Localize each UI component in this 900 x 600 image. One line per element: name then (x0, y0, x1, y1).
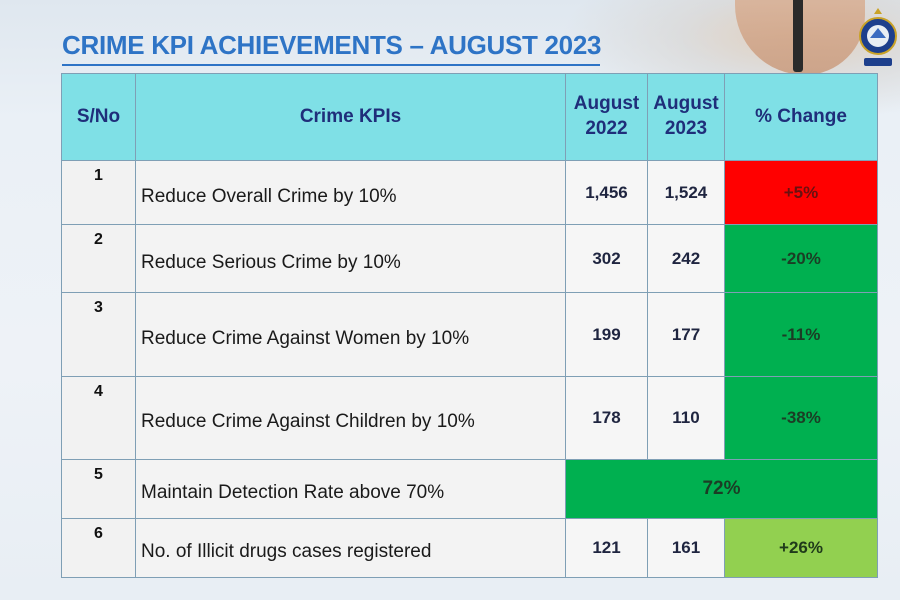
kpi-table: S/No Crime KPIs August 2022 August 2023 … (61, 73, 878, 578)
row-kpi: Reduce Serious Crime by 10% (135, 224, 566, 293)
row-sno: 6 (61, 518, 136, 578)
header-aug2022-year: 2022 (585, 118, 628, 139)
header-sno: S/No (61, 73, 136, 161)
row-change: +26% (724, 518, 878, 578)
row-aug2023: 1,524 (647, 160, 725, 225)
row-kpi: No. of Illicit drugs cases registered (135, 518, 566, 578)
row-change: -20% (724, 224, 878, 293)
row-kpi: Reduce Crime Against Women by 10% (135, 292, 566, 377)
row-kpi: Maintain Detection Rate above 70% (135, 459, 566, 519)
row-aug2023: 177 (647, 292, 725, 377)
row-aug2023: 242 (647, 224, 725, 293)
header-aug2023-year: 2023 (664, 118, 708, 139)
row-sno: 1 (61, 160, 136, 225)
row-aug2022: 302 (565, 224, 648, 293)
row-sno: 4 (61, 376, 136, 460)
row-aug2022: 121 (565, 518, 648, 578)
table-row: 5 Maintain Detection Rate above 70% 72% (61, 459, 878, 519)
row-sno: 2 (61, 224, 136, 293)
row-sno: 3 (61, 292, 136, 377)
police-emblem-icon (859, 8, 897, 66)
header-aug2022-month: August (573, 93, 640, 115)
row-kpi: Reduce Overall Crime by 10% (135, 160, 566, 225)
row-detection-rate-value: 72% (565, 459, 878, 519)
row-change: +5% (724, 160, 878, 225)
row-aug2022: 1,456 (565, 160, 648, 225)
table-row: 3 Reduce Crime Against Women by 10% 199 … (61, 292, 878, 377)
title-underline (62, 64, 600, 66)
header-aug2023: August 2023 (647, 73, 725, 161)
pen-decoration (793, 0, 803, 72)
row-change: -11% (724, 292, 878, 377)
header-change: % Change (724, 73, 878, 161)
page-title: CRIME KPI ACHIEVEMENTS – AUGUST 2023 (62, 30, 602, 60)
header-aug2023-month: August (653, 93, 719, 115)
table-row: 1 Reduce Overall Crime by 10% 1,456 1,52… (61, 160, 878, 225)
header-aug2022: August 2022 (565, 73, 648, 161)
table-row: 2 Reduce Serious Crime by 10% 302 242 -2… (61, 224, 878, 293)
row-sno: 5 (61, 459, 136, 519)
row-kpi: Reduce Crime Against Children by 10% (135, 376, 566, 460)
row-aug2022: 199 (565, 292, 648, 377)
header-kpi: Crime KPIs (135, 73, 566, 161)
row-aug2023: 110 (647, 376, 725, 460)
table-header-row: S/No Crime KPIs August 2022 August 2023 … (61, 73, 878, 161)
row-aug2023: 161 (647, 518, 725, 578)
row-aug2022: 178 (565, 376, 648, 460)
table-row: 4 Reduce Crime Against Children by 10% 1… (61, 376, 878, 460)
row-change: -38% (724, 376, 878, 460)
table-row: 6 No. of Illicit drugs cases registered … (61, 518, 878, 578)
